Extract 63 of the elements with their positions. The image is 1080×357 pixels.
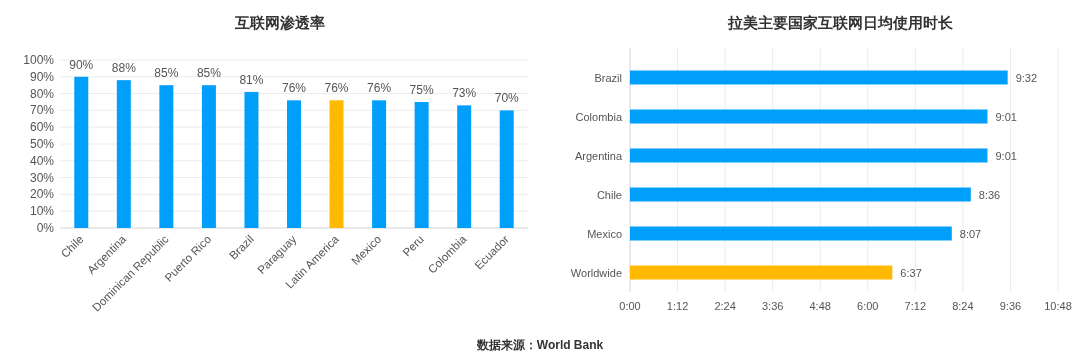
data-label: 70%	[494, 91, 520, 106]
x-tick-label: 7:12	[904, 300, 927, 312]
data-label: 81%	[239, 72, 264, 87]
x-tick-label: 9:36	[999, 300, 1022, 312]
bar	[630, 148, 988, 163]
data-label: 9:01	[995, 149, 1017, 162]
y-tick-label: Chile	[596, 188, 622, 201]
y-tick-label: 90%	[29, 69, 55, 84]
bar	[457, 105, 472, 228]
bar	[329, 100, 344, 228]
y-tick-label: 50%	[29, 137, 55, 151]
bar	[74, 76, 89, 228]
data-label: 9:01	[995, 110, 1017, 123]
y-tick-label: Colombia	[575, 110, 623, 123]
x-tick-label: 0:00	[619, 300, 641, 312]
y-tick-label: 10%	[29, 204, 55, 219]
y-tick-label: 60%	[29, 120, 55, 135]
y-tick-label: 70%	[29, 103, 55, 118]
data-label: 88%	[111, 61, 137, 76]
bar	[630, 187, 971, 202]
bar	[201, 85, 216, 228]
bar	[630, 226, 952, 241]
bar	[499, 110, 514, 228]
bar	[287, 100, 301, 228]
y-tick-label: Worldwide	[570, 266, 622, 279]
y-tick-label: 40%	[29, 153, 55, 168]
data-label: 6:37	[900, 266, 922, 279]
bar	[630, 70, 1008, 85]
x-tick-label: 1:12	[666, 300, 689, 312]
x-tick-label: 2:24	[714, 300, 736, 312]
bar	[244, 91, 259, 228]
chart-title: 互联网渗透率	[234, 14, 325, 31]
data-label: 75%	[409, 83, 434, 97]
data-label: 8:07	[959, 227, 982, 240]
y-tick-label: 20%	[29, 187, 55, 202]
y-tick-label: 100%	[23, 53, 55, 67]
data-label: 85%	[196, 66, 222, 81]
source-note: 数据来源：World Bank	[475, 338, 604, 352]
y-tick-label: 80%	[29, 86, 55, 101]
data-label: 90%	[69, 57, 94, 72]
data-label: 76%	[367, 81, 392, 96]
bar	[630, 265, 893, 280]
x-tick-label: 6:00	[857, 300, 879, 312]
data-label: 8:36	[978, 188, 1001, 201]
x-tick-label: 3:36	[761, 300, 784, 312]
bar	[372, 100, 387, 228]
data-label: 9:32	[1015, 71, 1038, 84]
bar	[630, 109, 988, 124]
data-label: 85%	[154, 66, 179, 81]
data-label: 76%	[281, 81, 307, 96]
y-tick-label: 0%	[36, 221, 55, 235]
y-tick-label: Brazil	[594, 71, 622, 84]
x-tick-label: 8:24	[952, 300, 974, 312]
bar	[159, 85, 174, 228]
y-tick-label: Argentina	[574, 149, 623, 162]
x-tick-label: 10:48	[1044, 300, 1072, 312]
data-label: 76%	[324, 81, 349, 96]
chart-title: 拉美主要国家互联网日均使用时长	[726, 14, 954, 31]
y-tick-label: 30%	[29, 170, 55, 185]
bar	[116, 80, 131, 228]
x-tick-label: 4:48	[809, 300, 831, 312]
data-label: 73%	[452, 86, 477, 101]
bar	[414, 102, 429, 228]
